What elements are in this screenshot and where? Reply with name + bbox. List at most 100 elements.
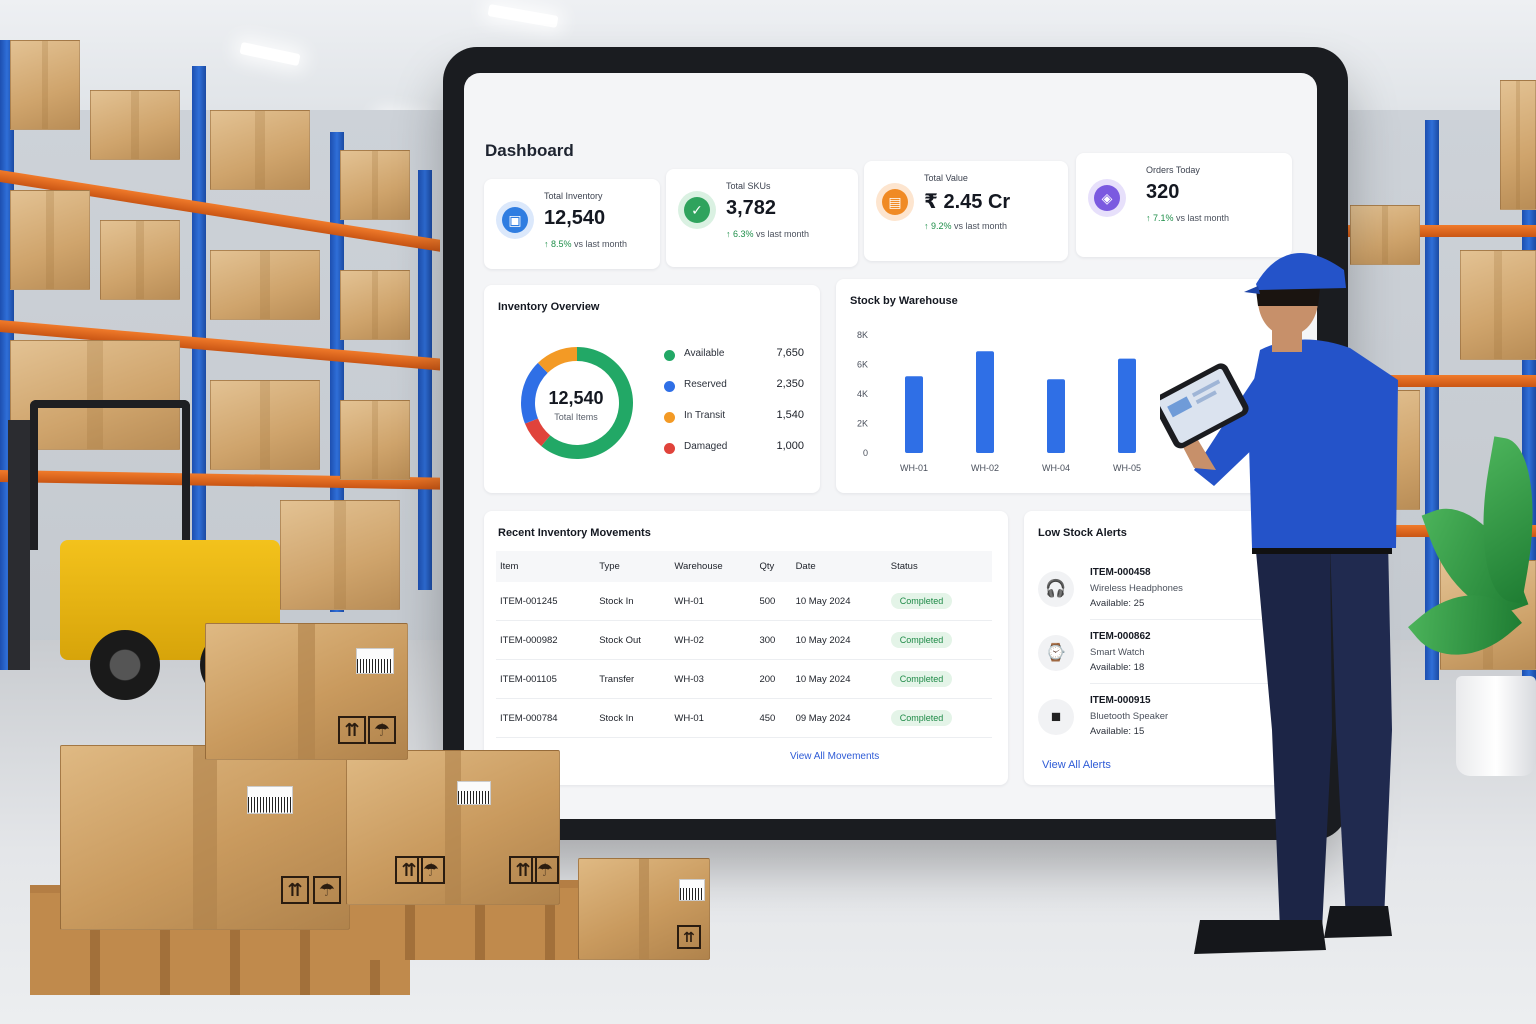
legend-value: 7,650 [776, 347, 804, 359]
trend-percent: 7.1% [1153, 213, 1174, 223]
legend-value: 1,000 [776, 440, 804, 452]
alert-item-id: ITEM-000458 [1090, 567, 1151, 578]
this-way-up-icon: ⇈ [509, 856, 537, 884]
kpi-card-total-value[interactable]: ▤ Total Value ₹ 2.45 Cr ↑ 9.2% vs last m… [864, 161, 1068, 261]
worker-pants [1255, 540, 1332, 930]
cell-date: 09 May 2024 [791, 698, 887, 738]
legend-dot [664, 412, 675, 423]
donut-total-value: 12,540 [548, 388, 604, 408]
cell-type: Stock In [595, 698, 671, 738]
column-header-type[interactable]: Type [595, 551, 671, 582]
column-header-qty[interactable]: Qty [755, 551, 792, 582]
trend-text: vs last month [1176, 213, 1230, 223]
alert-item[interactable]: ⌚ ITEM-000862 Smart Watch Available: 18 [1038, 631, 1270, 689]
page-title: Dashboard [485, 141, 574, 160]
y-tick-label: 0 [863, 448, 868, 458]
recent-movements-card: Recent Inventory Movements Item Type War… [484, 511, 1008, 785]
barcode-label [247, 786, 293, 814]
trend-text: vs last month [574, 239, 628, 249]
kpi-label: Total Inventory [544, 191, 603, 201]
trend-up-icon: ↑ [1146, 213, 1154, 223]
table-row[interactable]: ITEM-000784 Stock In WH-01 450 09 May 20… [496, 698, 992, 738]
cell-date: 10 May 2024 [791, 659, 887, 699]
alert-item-id: ITEM-000862 [1090, 631, 1151, 642]
cardboard-box: ⇈ ☂ ⇈ ☂ [346, 750, 560, 905]
inventory-overview-card: Inventory Overview 12,540 Total Items Av… [484, 285, 820, 493]
stacked-box [100, 220, 180, 300]
umbrella-icon: ☂ [368, 716, 396, 744]
legend-item-damaged: Damaged 1,000 [664, 440, 804, 456]
bag-icon: ▤ [876, 183, 914, 221]
stacked-box [1500, 80, 1536, 210]
headphones-icon: 🎧 [1038, 571, 1074, 607]
kpi-trend: ↑ 8.5% vs last month [544, 239, 627, 249]
legend-label: Damaged [684, 441, 728, 452]
y-tick-label: 6K [857, 360, 868, 370]
view-all-alerts-link[interactable]: View All Alerts [1042, 759, 1111, 771]
legend-dot [664, 443, 675, 454]
stacked-box [1460, 250, 1536, 360]
kpi-value: 3,782 [726, 197, 777, 219]
alert-item-name: Wireless Headphones [1090, 583, 1183, 594]
legend-value: 2,350 [776, 378, 804, 390]
table-row[interactable]: ITEM-001105 Transfer WH-03 200 10 May 20… [496, 659, 992, 699]
alert-item-available: Available: 25 [1090, 598, 1145, 609]
kpi-value: 320 [1146, 181, 1180, 203]
stacked-box [280, 500, 400, 610]
tablet-screen-tile [1167, 396, 1193, 418]
movements-table: Item Type Warehouse Qty Date Status ITEM… [496, 551, 992, 738]
cell-status: Completed [886, 698, 992, 738]
alert-item[interactable]: ■ ITEM-000915 Bluetooth Speaker Availabl… [1038, 695, 1268, 753]
x-tick-label: WH-02 [971, 463, 999, 473]
kpi-value: ₹ 2.45 Cr [924, 191, 1011, 213]
column-header-status[interactable]: Status [886, 551, 992, 582]
y-tick-label: 4K [857, 389, 868, 399]
table-row[interactable]: ITEM-000982 Stock Out WH-02 300 10 May 2… [496, 620, 992, 660]
status-badge: Completed [890, 671, 953, 687]
donut-segment-in-transit[interactable] [537, 347, 577, 373]
cell-item: ITEM-000784 [496, 698, 596, 738]
legend-label: Reserved [684, 379, 727, 390]
rack-upright [418, 170, 432, 590]
bar-wh-01[interactable] [905, 376, 923, 453]
alert-item[interactable]: 🎧 ITEM-000458 Wireless Headphones Availa… [1038, 567, 1270, 625]
bar-wh-04[interactable] [1047, 379, 1065, 453]
kpi-label: Total Value [924, 173, 968, 183]
trend-up-icon: ↑ [726, 229, 734, 239]
column-header-date[interactable]: Date [791, 551, 887, 582]
forklift-mast [8, 420, 30, 670]
kpi-trend: ↑ 7.1% vs last month [1146, 213, 1229, 223]
cell-type: Transfer [595, 659, 671, 699]
status-badge: Completed [890, 632, 953, 648]
cardboard-box: ⇈ ☂ [60, 745, 350, 930]
dashboard-screen: Dashboard ▣ Total Inventory 12,540 ↑ 8.5… [464, 73, 1317, 819]
cell-date: 10 May 2024 [791, 620, 887, 660]
kpi-card-total-inventory[interactable]: ▣ Total Inventory 12,540 ↑ 8.5% vs last … [484, 179, 660, 269]
kpi-card-total-skus[interactable]: ✓ Total SKUs 3,782 ↑ 6.3% vs last month [666, 169, 858, 267]
column-header-item[interactable]: Item [496, 551, 596, 582]
cell-qty: 450 [755, 698, 792, 738]
alert-item-name: Bluetooth Speaker [1090, 711, 1169, 722]
trend-percent: 6.3% [733, 229, 754, 239]
cell-warehouse: WH-02 [670, 620, 756, 660]
umbrella-icon: ☂ [531, 856, 559, 884]
donut-segment-available[interactable] [541, 347, 633, 459]
chart-title: Stock by Warehouse [850, 295, 958, 307]
donut-total-label: Total Items [554, 412, 598, 422]
legend-dot [664, 350, 675, 361]
column-header-warehouse[interactable]: Warehouse [670, 551, 756, 582]
cell-item: ITEM-000982 [496, 620, 596, 660]
view-all-movements-link[interactable]: View All Movements [790, 751, 880, 762]
cart-icon: ◈ [1088, 179, 1126, 217]
kpi-card-orders-today[interactable]: ◈ Orders Today 320 ↑ 7.1% vs last month [1076, 153, 1292, 257]
bar-wh-05[interactable] [1118, 358, 1136, 453]
donut-segment-damaged[interactable] [524, 418, 551, 447]
status-badge: Completed [890, 710, 953, 726]
cell-item: ITEM-001245 [496, 582, 596, 621]
kpi-trend: ↑ 9.2% vs last month [924, 221, 1007, 231]
bar-wh-02[interactable] [976, 351, 994, 453]
table-row[interactable]: ITEM-001245 Stock In WH-01 500 10 May 20… [496, 582, 992, 621]
stacked-box [340, 400, 410, 480]
tablet-screen [1160, 368, 1243, 443]
donut-segment-reserved[interactable] [521, 362, 548, 424]
